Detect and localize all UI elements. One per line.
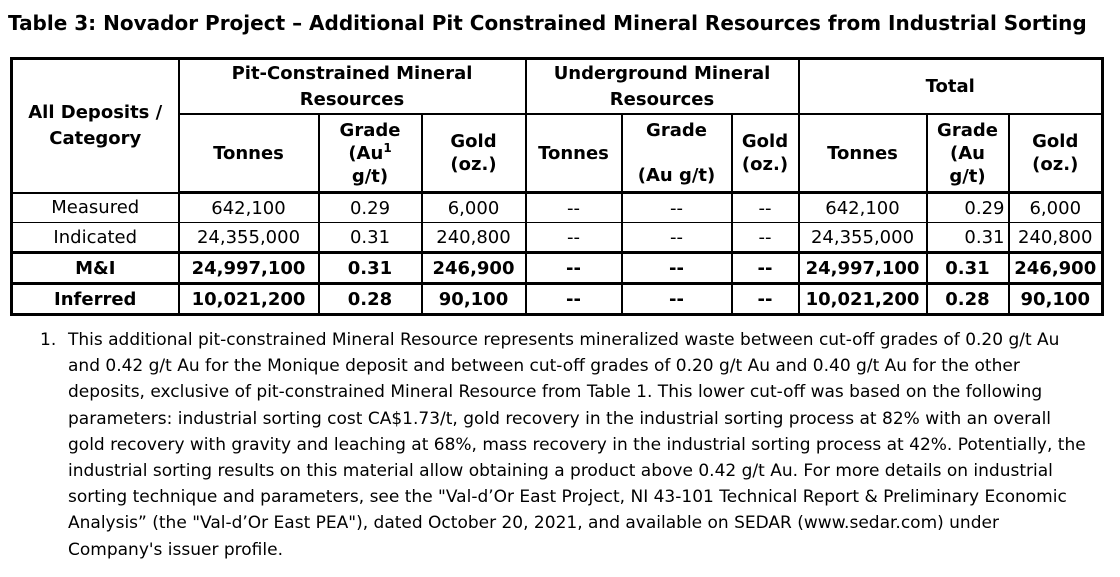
grade-unit: (Au g/t)	[637, 165, 716, 186]
cell-total-gold: 246,900	[1007, 251, 1104, 285]
subheader-total-tonnes: Tonnes	[797, 113, 928, 194]
cell-total-gold: 240,800	[1007, 222, 1104, 254]
cell-pit-gold: 246,900	[420, 251, 527, 285]
grade-label: Grade	[339, 119, 401, 141]
cell-pit-grade: 0.29	[317, 191, 423, 223]
cell-ug-grade: --	[620, 222, 733, 254]
grade-label: Grade	[646, 120, 707, 141]
cell-ug-gold: --	[730, 251, 800, 285]
footnote-1: 1. This additional pit-constrained Miner…	[40, 327, 1086, 563]
cell-ug-tonnes: --	[524, 191, 623, 223]
cell-pit-tonnes: 10,021,200	[177, 282, 320, 316]
cell-total-tonnes: 642,100	[797, 191, 928, 223]
table-row-mi-total: M&I 24,997,100 0.31 246,900 -- -- -- 24,…	[10, 251, 1104, 285]
gold-unit: (oz.)	[1032, 154, 1079, 175]
gold-unit: (oz.)	[450, 154, 497, 175]
cell-total-grade: 0.29	[925, 191, 1010, 223]
cell-pit-gold: 90,100	[420, 282, 527, 316]
cell-pit-tonnes: 642,100	[177, 191, 320, 223]
cell-ug-grade: --	[620, 191, 733, 223]
table-title: Table 3: Novador Project – Additional Pi…	[8, 11, 1087, 35]
cell-total-tonnes: 24,997,100	[797, 251, 928, 285]
category-cell: M&I	[10, 251, 180, 285]
cell-ug-tonnes: --	[524, 251, 623, 285]
cell-total-grade: 0.28	[925, 282, 1010, 316]
cell-pit-grade: 0.31	[317, 251, 423, 285]
cell-ug-gold: --	[730, 191, 800, 223]
cell-pit-grade: 0.28	[317, 282, 423, 316]
category-cell: Measured	[10, 191, 180, 223]
subheader-ug-grade: Grade (Au g/t)	[620, 113, 733, 194]
cell-total-tonnes: 24,355,000	[797, 222, 928, 254]
grade-unit-close: g/t)	[949, 165, 986, 187]
corner-header-line2: Category	[49, 127, 142, 149]
gold-label: Gold	[1032, 131, 1079, 152]
subheader-pit-gold: Gold (oz.)	[420, 113, 527, 194]
cell-ug-gold: --	[730, 282, 800, 316]
subheader-ug-tonnes: Tonnes	[524, 113, 623, 194]
grade-unit-open: (Au	[950, 142, 985, 164]
cell-ug-tonnes: --	[524, 282, 623, 316]
grade-unit-close: g/t)	[351, 165, 389, 187]
category-cell: Indicated	[10, 222, 180, 254]
cell-total-grade: 0.31	[925, 222, 1010, 254]
group-header-row: All Deposits / Category Pit-Constrained …	[10, 57, 1104, 194]
cell-ug-gold: --	[730, 222, 800, 254]
subheader-pit-tonnes: Tonnes	[177, 113, 320, 194]
corner-header-line1: All Deposits /	[28, 101, 163, 123]
subheader-total-grade: Grade (Au g/t)	[925, 113, 1010, 194]
table-row-inferred: Inferred 10,021,200 0.28 90,100 -- -- --…	[10, 282, 1104, 316]
cell-total-gold: 6,000	[1007, 191, 1104, 223]
gold-label: Gold	[450, 131, 497, 152]
grade-unit-line: (Au1	[322, 142, 419, 165]
footnote-marker-superscript: 1	[383, 140, 392, 155]
subheader-ug-gold: Gold (oz.)	[730, 113, 800, 194]
cell-pit-gold: 6,000	[420, 191, 527, 223]
cell-pit-tonnes: 24,355,000	[177, 222, 320, 254]
cell-ug-grade: --	[620, 251, 733, 285]
cell-ug-tonnes: --	[524, 222, 623, 254]
cell-pit-grade: 0.31	[317, 222, 423, 254]
gold-label: Gold	[741, 131, 789, 152]
subheader-total-gold: Gold (oz.)	[1007, 113, 1104, 194]
footnote-text: This additional pit-constrained Mineral …	[68, 330, 1086, 560]
table-row-indicated: Indicated 24,355,000 0.31 240,800 -- -- …	[10, 222, 1104, 254]
grade-label: Grade	[937, 119, 998, 141]
cell-total-grade: 0.31	[925, 251, 1010, 285]
cell-ug-grade: --	[620, 282, 733, 316]
footnote-number: 1.	[40, 330, 57, 350]
corner-header-cell: All Deposits / Category	[10, 57, 180, 194]
cell-pit-gold: 240,800	[420, 222, 527, 254]
table-row-measured: Measured 642,100 0.29 6,000 -- -- -- 642…	[10, 191, 1104, 223]
gold-unit: (oz.)	[741, 154, 789, 175]
mineral-resources-table: All Deposits / Category Pit-Constrained …	[10, 57, 1104, 316]
cell-pit-tonnes: 24,997,100	[177, 251, 320, 285]
grade-unit-open: (Au	[348, 142, 384, 164]
subheader-pit-grade: Grade (Au1 g/t)	[317, 113, 423, 194]
sub-header-row: Tonnes Grade (Au1 g/t) Gold (oz.) Tonnes	[12, 113, 1104, 194]
group-header-underground: Underground Mineral Resources	[524, 57, 800, 115]
cell-total-gold: 90,100	[1007, 282, 1104, 316]
cell-total-tonnes: 10,021,200	[797, 282, 928, 316]
group-header-total: Total	[797, 57, 1104, 115]
category-cell: Inferred	[10, 282, 180, 316]
group-header-pit-constrained: Pit-Constrained Mineral Resources	[177, 57, 527, 115]
